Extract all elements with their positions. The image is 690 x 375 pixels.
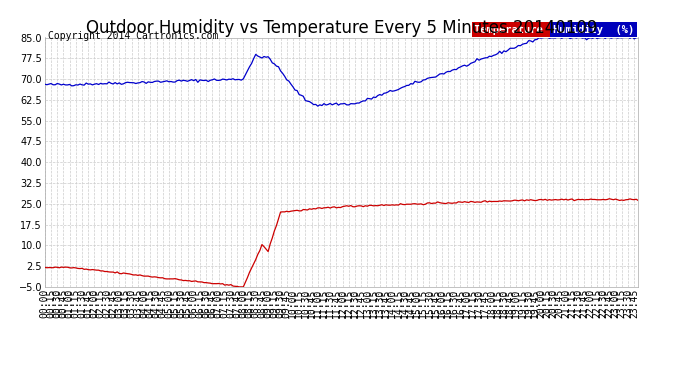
Text: Humidity  (%): Humidity (%) [553, 25, 634, 35]
Title: Outdoor Humidity vs Temperature Every 5 Minutes 20140109: Outdoor Humidity vs Temperature Every 5 … [86, 20, 598, 38]
Text: Copyright 2014 Cartronics.com: Copyright 2014 Cartronics.com [48, 32, 219, 41]
Text: Temperature (°F): Temperature (°F) [474, 25, 574, 35]
